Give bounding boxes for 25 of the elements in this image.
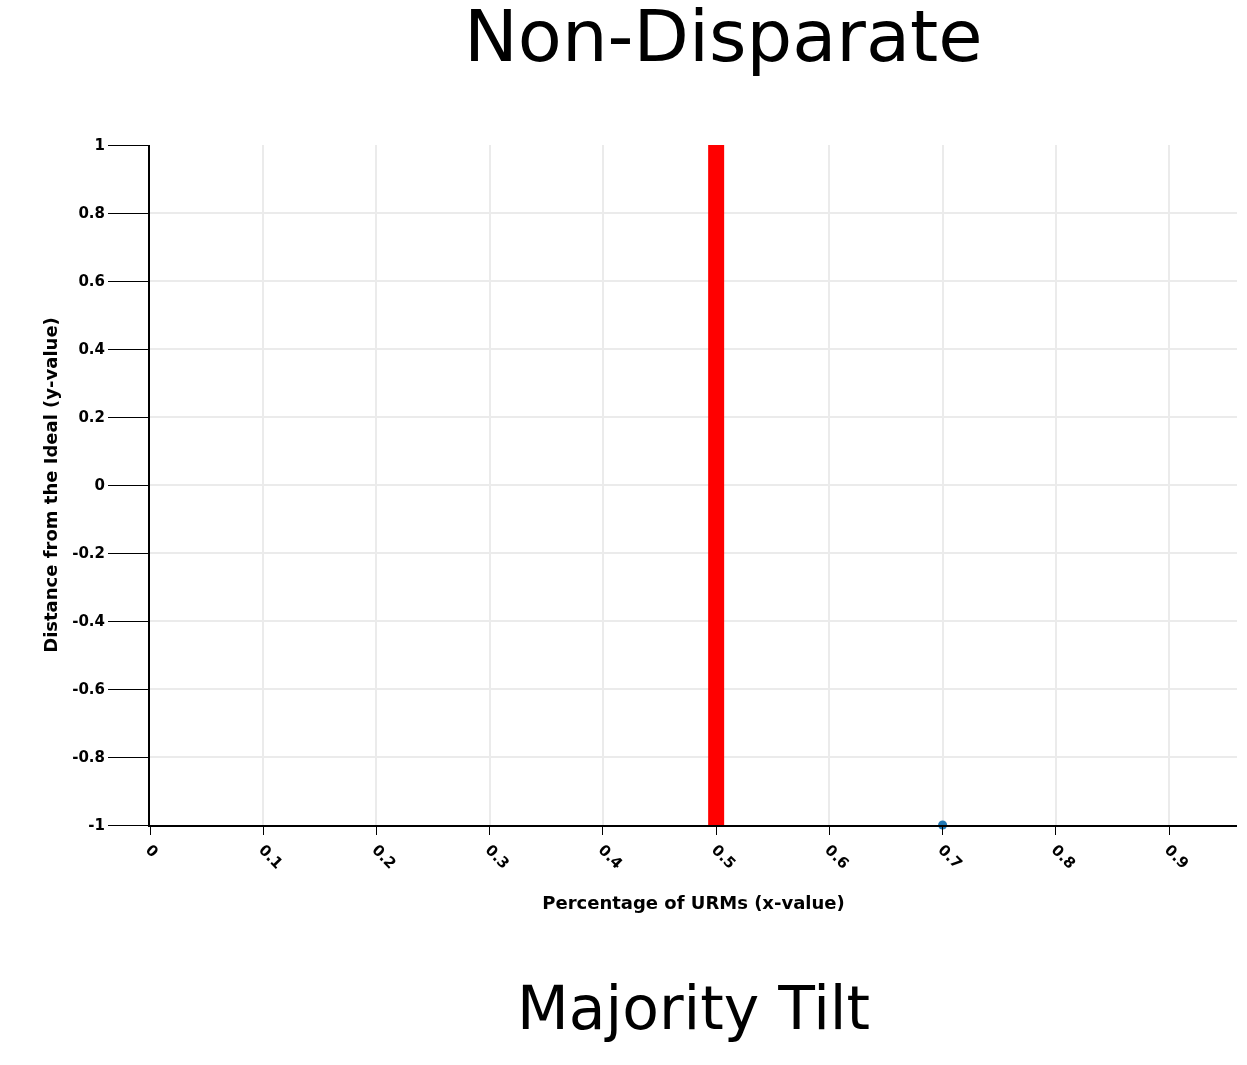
y-tick-label: 1	[94, 136, 105, 155]
y-tick-label: -0.4	[72, 612, 105, 631]
y-tick-label: -0.6	[72, 680, 105, 699]
x-tick-label: 0.8	[1047, 840, 1080, 873]
y-tick-label: -0.2	[72, 544, 105, 563]
y-tick-label: 0.2	[78, 408, 105, 427]
y-tick-label: 0.4	[78, 340, 105, 359]
chart-title: Non-Disparate	[463, 0, 983, 79]
y-tick-label: -1	[88, 816, 105, 835]
x-tick-label: 0.2	[368, 840, 400, 873]
x-tick-label: 0.3	[481, 840, 514, 873]
y-tick-label: 0	[94, 476, 105, 495]
y-tick-label: -0.8	[72, 748, 105, 767]
x-tick-label: 0	[141, 840, 162, 862]
x-tick-label: 0.5	[708, 840, 740, 873]
text: Majority Tilt	[517, 973, 871, 1043]
x-tick-label: 0.4	[594, 840, 627, 873]
y-axis-title: Distance from the Ideal (y-value)	[39, 317, 61, 653]
x-tick-label: 0.6	[821, 840, 853, 873]
y-tick-label: 0.6	[78, 272, 105, 291]
x-axis-title: Percentage of URMs (x-value)	[542, 892, 845, 914]
y-tick-label: 0.8	[78, 204, 105, 223]
x-tick-label: 0.9	[1160, 840, 1193, 873]
x-tick-label: 0.7	[934, 840, 966, 873]
x-tick-label: 0.1	[255, 840, 287, 873]
